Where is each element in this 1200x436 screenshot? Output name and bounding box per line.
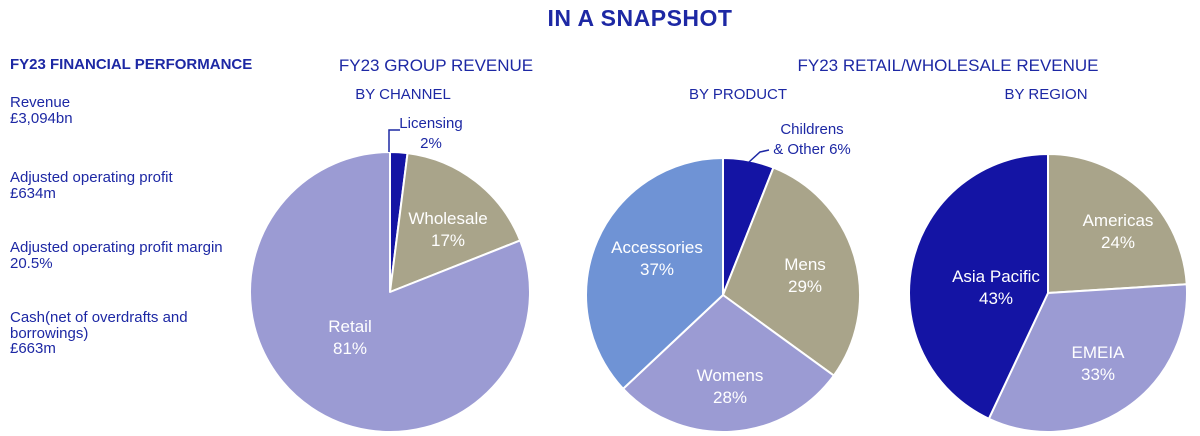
pie-slice-mens	[722, 166, 862, 377]
slice-label-americas: Americas 24%	[1083, 211, 1154, 252]
slice-label-asia-pacific: Asia Pacific 43%	[952, 267, 1040, 308]
financial-item-label: Revenue	[10, 94, 71, 111]
leader-line-childrens-other	[748, 149, 770, 163]
header-by-region: BY REGION	[1004, 86, 1088, 103]
slice-label-accessories: Accessories 37%	[611, 238, 703, 279]
header-by-channel: BY CHANNEL	[355, 86, 451, 103]
financial-item-value: £3,094bn	[10, 109, 73, 127]
header-by-product: BY PRODUCT	[688, 86, 788, 103]
pie-slice-womens	[622, 294, 835, 433]
pie-slice-wholesale	[389, 152, 522, 293]
pie-slice-asia-pacific	[908, 153, 1049, 420]
financial-item: Cash(net of overdrafts and borrowings) £…	[10, 310, 225, 357]
leader-line-licensing	[388, 129, 400, 152]
financial-item-value: £634m	[10, 184, 56, 202]
financial-item: Adjusted operating profit £634m	[10, 170, 225, 201]
pie-slice-americas	[1047, 153, 1188, 294]
financial-item-value: 20.5%	[10, 254, 53, 272]
slice-label-wholesale: Wholesale 17%	[408, 209, 487, 250]
pie-slice-accessories	[585, 157, 724, 390]
financial-item-label: Adjusted operating profit margin	[10, 239, 223, 256]
financial-item-label: Cash(net of overdrafts and borrowings)	[10, 309, 188, 342]
slice-label-retail: Retail 81%	[328, 317, 371, 358]
financial-item-value: £663m	[10, 340, 56, 357]
slice-label-mens: Mens 29%	[784, 255, 826, 296]
financial-item: Revenue £3,094bn	[10, 95, 225, 126]
header-group-revenue: FY23 GROUP REVENUE	[338, 56, 534, 75]
financial-item: Adjusted operating profit margin 20.5%	[10, 240, 225, 271]
financial-performance-heading: FY23 FINANCIAL PERFORMANCE	[10, 56, 253, 73]
slice-label-childrens-other: Childrens & Other 6%	[773, 121, 851, 158]
slice-label-licensing: Licensing 2%	[399, 115, 462, 152]
pie-slice-retail	[249, 151, 531, 433]
slice-label-womens: Womens 28%	[697, 366, 764, 407]
financial-item-label: Adjusted operating profit	[10, 169, 173, 186]
slice-label-emeia: EMEIA 33%	[1072, 343, 1126, 384]
header-retail-wholesale-revenue: FY23 RETAIL/WHOLESALE REVENUE	[797, 56, 1099, 75]
pie-slice-emeia	[987, 283, 1189, 433]
page-title: IN A SNAPSHOT	[547, 5, 733, 31]
